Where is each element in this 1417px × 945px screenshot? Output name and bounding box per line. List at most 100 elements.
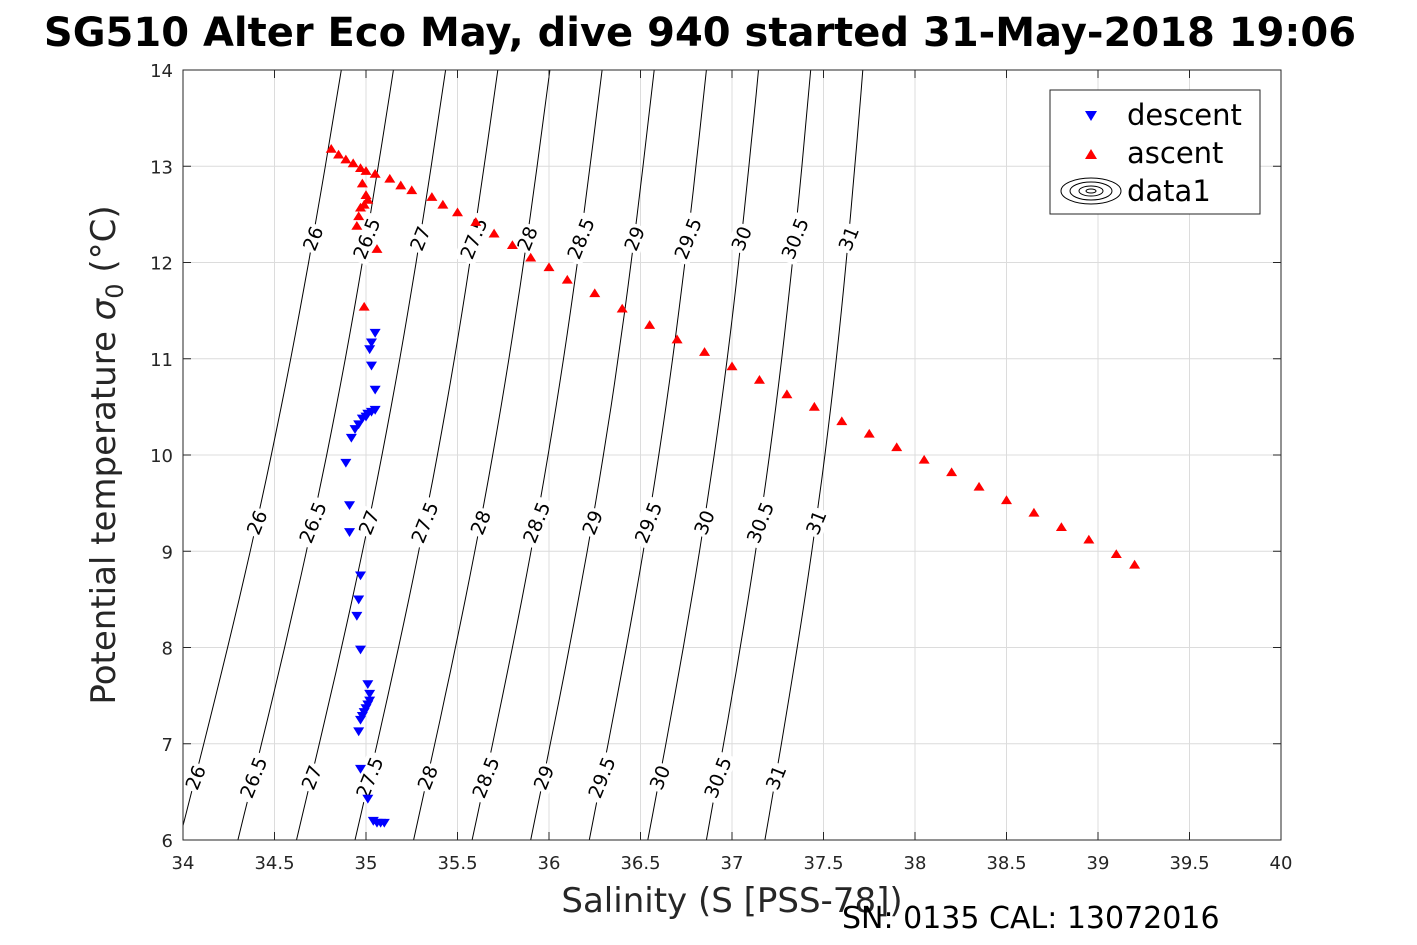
contour-label: 29.5	[668, 211, 708, 266]
ascent-point	[347, 158, 359, 168]
contour-label-bg	[581, 750, 622, 805]
contour-label-bg	[349, 750, 389, 805]
contour-label-bg	[644, 760, 676, 795]
contour-label-text: 26.5	[349, 215, 385, 262]
y-tick-label: 14	[150, 61, 173, 82]
contour-label: 30	[644, 760, 676, 795]
ascent-point	[358, 301, 370, 311]
x-axis-ticks: 34 34.5 35 35.5 36 36.5 37 37.5 38 38.5 39 39.5 40	[172, 70, 1293, 874]
contour-label: 30.5	[740, 495, 780, 550]
ascent-point	[946, 467, 958, 477]
contour-label-bg	[404, 221, 436, 256]
contour-label: 30	[725, 221, 757, 256]
x-tick-label: 38.5	[986, 853, 1026, 874]
contour-label: 29	[528, 760, 559, 795]
ascent-point	[726, 361, 738, 371]
descent-point	[378, 818, 390, 828]
ascent-point	[360, 166, 372, 175]
x-tick-label: 38	[904, 853, 927, 874]
y-axis-label-text: Potential temperature	[84, 320, 124, 704]
descent-point	[355, 764, 367, 774]
descent-point	[365, 338, 377, 348]
contour-label-text: 29.5	[584, 754, 620, 801]
contour-label: 31	[800, 505, 832, 540]
contour-label: 29.5	[628, 495, 668, 550]
y-tick-label: 6	[162, 831, 173, 852]
legend-ascent-marker	[1085, 149, 1097, 159]
ascent-point	[973, 481, 985, 491]
descent-point	[344, 528, 356, 537]
y-axis-label: Potential temperature σ0 (°C)	[84, 205, 129, 704]
ascent-point	[437, 199, 449, 209]
contour-label-bg	[528, 760, 559, 795]
contour-label-bg	[740, 495, 780, 550]
y-axis-label-unit: (°C)	[84, 205, 124, 283]
ascent-point	[351, 220, 363, 230]
ascent-point	[333, 149, 345, 159]
ascent-point	[360, 190, 372, 199]
contour-label: 28	[411, 760, 443, 795]
contour-label: 31	[832, 221, 864, 256]
ascent-point	[1129, 559, 1141, 569]
contour-label-text: 30.5	[700, 754, 736, 801]
contour-label-text: 29.5	[631, 499, 667, 546]
contour-label-text: 30.5	[778, 215, 814, 262]
contour-label-bg	[404, 495, 445, 550]
legend-descent-marker	[1085, 111, 1097, 121]
contour-label-bg	[760, 760, 792, 795]
ascent-point	[836, 416, 848, 426]
contour-line	[237, 70, 394, 840]
contour-label-bg	[516, 495, 556, 550]
ascent-point	[426, 192, 438, 201]
ascent-point	[340, 154, 352, 164]
ascent-point	[543, 262, 555, 272]
x-tick-label: 39	[1087, 853, 1110, 874]
contour-label: 31	[760, 760, 792, 795]
ascent-point	[781, 389, 793, 399]
contour-label-bg	[698, 750, 738, 805]
contour-label: 30	[688, 505, 720, 540]
contour-label-text: 28.5	[563, 215, 599, 262]
contour-label: 26	[179, 760, 211, 795]
x-tick-label: 39.5	[1169, 853, 1209, 874]
contour-label-bg	[353, 505, 385, 540]
contour-label: 28	[511, 221, 543, 256]
descent-point	[364, 689, 376, 699]
descent-series	[340, 328, 390, 828]
legend-box	[1049, 89, 1261, 215]
descent-point	[355, 571, 367, 581]
contour-label: 28.5	[465, 750, 506, 805]
ascent-point	[525, 252, 537, 262]
isopycnal-contours	[183, 70, 864, 840]
contour-label-text: 28.5	[519, 499, 555, 546]
contour-label-bg	[725, 221, 757, 256]
contour-label-bg	[346, 211, 386, 266]
x-tick-label: 36.5	[620, 853, 660, 874]
contour-label: 26.5	[346, 211, 386, 266]
ascent-point	[395, 180, 407, 190]
y-tick-label: 9	[162, 542, 173, 563]
contour-label-text: 26.5	[236, 754, 272, 801]
x-tick-label: 35	[355, 853, 378, 874]
contour-label-bg	[297, 221, 329, 256]
contour-label: 27	[295, 760, 327, 795]
legend: descent ascent data1	[1049, 89, 1261, 215]
ascent-point	[589, 288, 601, 298]
contour-label-bg	[561, 211, 601, 266]
x-tick-label: 40	[1270, 853, 1293, 874]
x-tick-label: 37	[721, 853, 744, 874]
legend-descent-label: descent	[1127, 98, 1242, 132]
legend-contour-marker	[1060, 177, 1122, 205]
ascent-point	[891, 442, 903, 452]
ascent-series	[325, 143, 1141, 569]
contour-label: 29.5	[581, 750, 622, 805]
y-axis-label-sigma: σ	[84, 297, 124, 320]
contour-label-bg	[628, 495, 668, 550]
contour-label: 26	[241, 505, 272, 540]
ascent-point	[699, 347, 711, 356]
contour-label: 29	[618, 221, 650, 256]
contour-line	[530, 70, 655, 840]
x-tick-label: 37.5	[803, 853, 843, 874]
contour-label: 28.5	[516, 495, 556, 550]
contour-label-bg	[511, 221, 543, 256]
